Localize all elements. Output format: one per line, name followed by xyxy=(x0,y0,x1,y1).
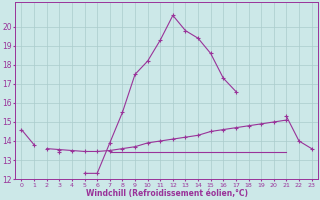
X-axis label: Windchill (Refroidissement éolien,°C): Windchill (Refroidissement éolien,°C) xyxy=(85,189,248,198)
